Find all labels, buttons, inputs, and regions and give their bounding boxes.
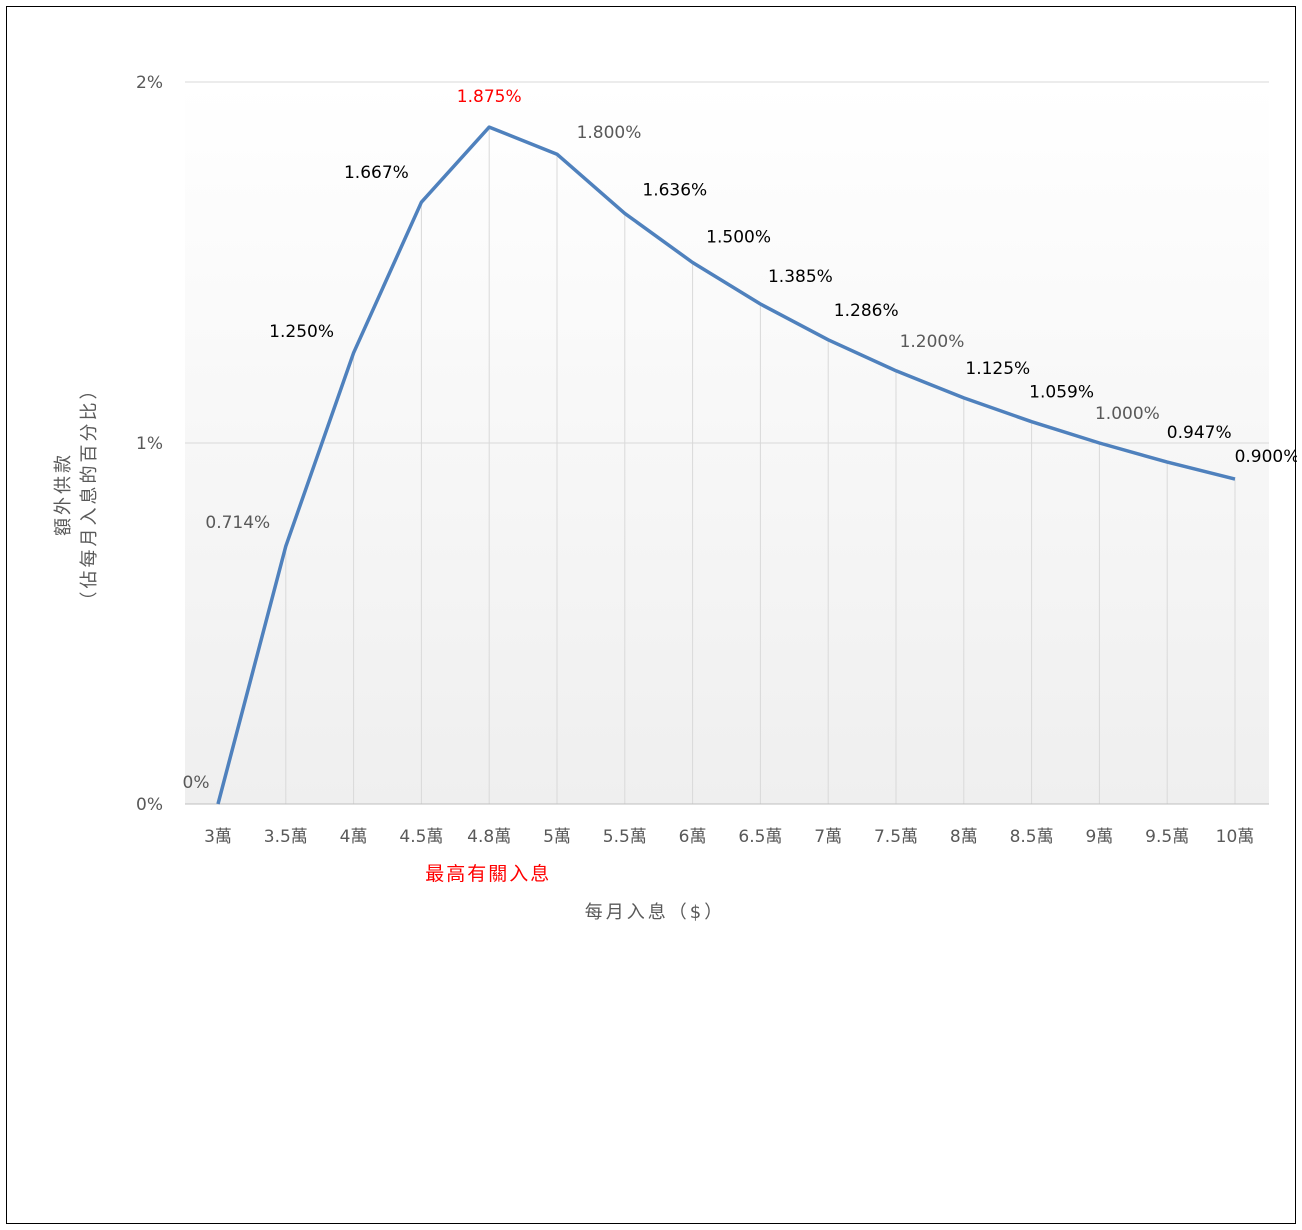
chart-frame: 0% 1% 2% 3萬 3.5萬 4萬 4.5萬 4.8萬 5萬 5.5萬 6萬 6.5萬 7萬 7.5… (6, 6, 1297, 1224)
data-label: 0.900% (1235, 447, 1297, 467)
x-tick-label: 4萬 (340, 827, 368, 847)
data-label: 1.059% (1029, 383, 1094, 403)
x-tick-label: 9.5萬 (1145, 827, 1189, 847)
x-tick-label: 7.5萬 (874, 827, 918, 847)
data-label: 1.200% (900, 332, 965, 352)
highlight-annotation: 最高有關入息 (425, 863, 551, 885)
x-tick-label: 8萬 (950, 827, 978, 847)
x-tick-label: 9萬 (1085, 827, 1113, 847)
line-chart: 0% 1% 2% 3萬 3.5萬 4萬 4.5萬 4.8萬 5萬 5.5萬 6萬 6.5萬 7萬 7.5… (53, 73, 1297, 923)
series-line (216, 125, 1236, 805)
data-label: 0.947% (1167, 423, 1232, 443)
data-label: 0% (183, 773, 210, 793)
y-axis-subtitle: （佔每月入息的百分比） (79, 379, 100, 610)
x-tick-label: 6.5萬 (738, 827, 782, 847)
data-label: 1.250% (269, 322, 334, 342)
y-axis-title: 額外供款 (53, 452, 74, 536)
x-tick-label: 7萬 (814, 827, 842, 847)
data-label: 1.286% (834, 301, 899, 321)
x-tick-label: 3.5萬 (264, 827, 308, 847)
data-label: 0.714% (205, 513, 270, 533)
y-tick-label: 0% (136, 795, 163, 815)
x-tick-label: 6萬 (679, 827, 707, 847)
x-tick-label: 5.5萬 (603, 827, 647, 847)
x-tick-label: 10萬 (1216, 827, 1255, 847)
y-tick-label: 2% (136, 73, 163, 93)
data-label: 1.667% (344, 163, 409, 183)
x-axis-title: 每月入息（$） (585, 902, 725, 923)
data-label: 1.500% (706, 228, 771, 248)
x-tick-label: 4.5萬 (399, 827, 443, 847)
data-label: 1.000% (1095, 404, 1160, 424)
y-tick-label: 1% (136, 434, 163, 454)
data-label: 1.385% (768, 267, 833, 287)
data-label: 1.636% (642, 180, 707, 200)
x-tick-label: 8.5萬 (1010, 827, 1054, 847)
x-tick-label: 3萬 (204, 827, 232, 847)
data-label: 1.125% (965, 359, 1030, 379)
data-label: 1.875% (457, 87, 522, 107)
x-tick-label: 5萬 (543, 827, 571, 847)
x-tick-label: 4.8萬 (467, 827, 511, 847)
data-label: 1.800% (577, 123, 642, 143)
